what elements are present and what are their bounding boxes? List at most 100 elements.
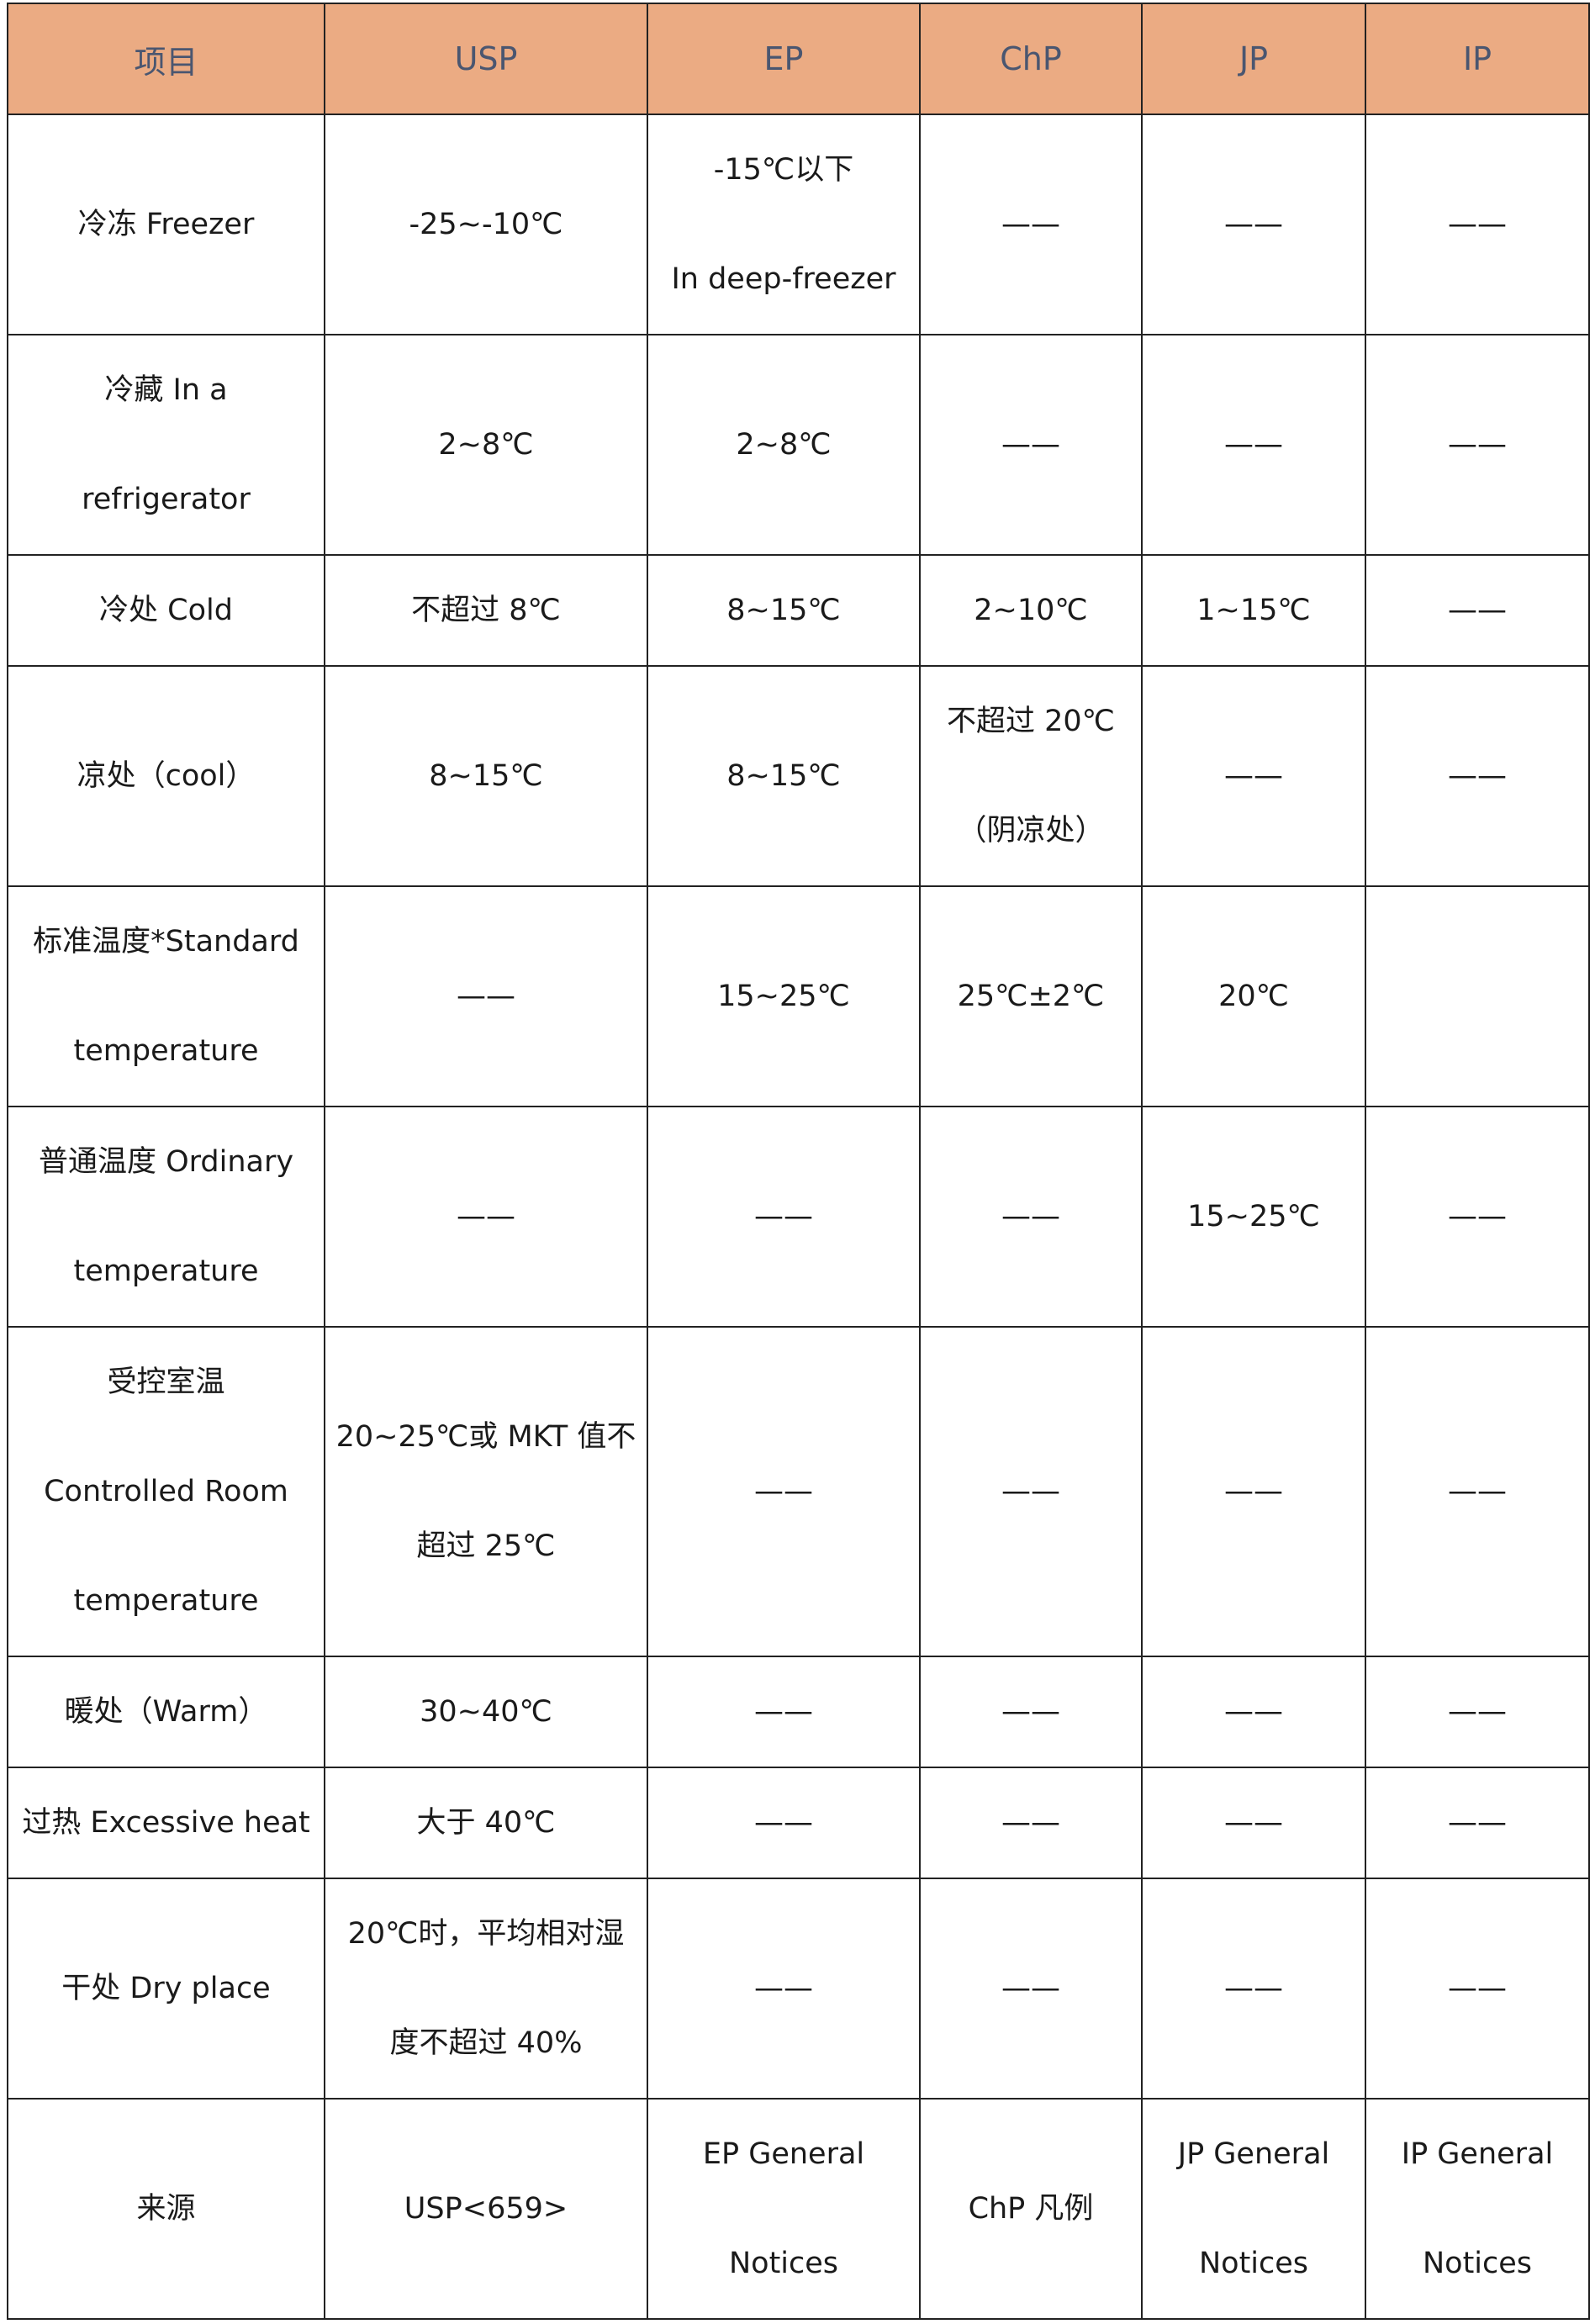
value-cell-ep: EP General Notices <box>647 2098 921 2320</box>
cell-text-line: 2~8℃ <box>736 428 832 462</box>
cell-text-line: —— <box>1224 428 1283 462</box>
cell-text-line: 标准温度*Standard <box>33 925 299 959</box>
value-cell-ip: —— <box>1365 665 1590 887</box>
value-cell-ip: —— <box>1365 1878 1590 2100</box>
value-cell-usp: 2~8℃ <box>324 334 648 556</box>
cell-text-line: 30~40℃ <box>420 1695 552 1729</box>
cell-text-line: 20~25℃或 MKT 值不 <box>335 1420 636 1454</box>
cell-text-line: USP<659> <box>404 2192 568 2226</box>
column-header-chp: ChP <box>919 3 1143 115</box>
value-cell-jp: —— <box>1141 1878 1366 2100</box>
cell-text-line: —— <box>754 1475 813 1508</box>
cell-text-line: temperature <box>73 1254 259 1288</box>
cell-text-line: 冷藏 In a <box>104 373 228 407</box>
cell-text-line: 2~10℃ <box>974 594 1088 627</box>
cell-text-line: —— <box>1448 1200 1507 1233</box>
row-label-cell: 冷藏 In a refrigerator <box>7 334 325 556</box>
value-cell-ip: IP General Notices <box>1365 2098 1590 2320</box>
value-cell-ip: —— <box>1365 114 1590 335</box>
value-cell-chp: ChP 凡例 <box>919 2098 1143 2320</box>
value-cell-jp: —— <box>1141 114 1366 335</box>
table-row: 冷处 Cold 不超过 8℃ 8~15℃ 2~10℃ 1~15℃ —— <box>7 554 1590 667</box>
value-cell-ep: -15℃以下 In deep-freezer <box>647 114 921 335</box>
value-cell-chp: —— <box>919 1656 1143 1768</box>
row-label-cell: 标准温度*Standard temperature <box>7 885 325 1107</box>
cell-text-line: —— <box>1224 1972 1283 2005</box>
storage-temperature-table: 项目 USP EP ChP JP IP 冷冻 Freezer -25~-10℃ -15℃以下 I… <box>7 3 1590 2320</box>
value-cell-usp: —— <box>324 1106 648 1328</box>
cell-text-line: 冷处 Cold <box>99 594 233 627</box>
value-cell-jp: —— <box>1141 1767 1366 1879</box>
cell-text-line: 25℃±2℃ <box>957 980 1105 1013</box>
cell-text-line: 20℃时，平均相对湿 <box>347 1917 625 1951</box>
value-cell-jp: 1~15℃ <box>1141 554 1366 667</box>
cell-text-line: temperature <box>73 1584 259 1618</box>
cell-text-line: 干处 Dry place <box>61 1972 271 2005</box>
table-row: 过热 Excessive heat 大于 40℃ —— —— —— —— <box>7 1767 1590 1879</box>
cell-text-line: temperature <box>73 1034 259 1068</box>
table-row: 冷冻 Freezer -25~-10℃ -15℃以下 In deep-freezer —… <box>7 114 1590 335</box>
cell-text-line: 15~25℃ <box>717 980 850 1013</box>
value-cell-usp: 30~40℃ <box>324 1656 648 1768</box>
value-cell-ip <box>1365 885 1590 1107</box>
cell-text-line: —— <box>1448 1972 1507 2005</box>
value-cell-usp: -25~-10℃ <box>324 114 648 335</box>
value-cell-jp: —— <box>1141 1326 1366 1657</box>
table-row: 冷藏 In a refrigerator 2~8℃ 2~8℃ —— —— —— <box>7 334 1590 556</box>
cell-text-line: —— <box>1224 1475 1283 1508</box>
cell-text-line: 超过 25℃ <box>416 1529 556 1563</box>
cell-text-line: 受控室温 <box>107 1365 225 1399</box>
value-cell-jp: —— <box>1141 665 1366 887</box>
value-cell-usp: 大于 40℃ <box>324 1767 648 1879</box>
cell-text-line: —— <box>1224 1806 1283 1840</box>
value-cell-ep: 15~25℃ <box>647 885 921 1107</box>
row-label-cell: 凉处（cool） <box>7 665 325 887</box>
value-cell-chp: 不超过 20℃ （阴凉处） <box>919 665 1143 887</box>
cell-text-line: Notices <box>1198 2247 1309 2280</box>
value-cell-ep: 8~15℃ <box>647 554 921 667</box>
cell-text-line: JP General <box>1177 2137 1330 2171</box>
value-cell-usp: 不超过 8℃ <box>324 554 648 667</box>
cell-text-line: （阴凉处） <box>957 814 1105 848</box>
cell-text-line: 暖处（Warm） <box>64 1695 268 1729</box>
value-cell-usp: —— <box>324 885 648 1107</box>
cell-text-line: EP General <box>702 2137 865 2171</box>
value-cell-chp: —— <box>919 334 1143 556</box>
cell-text-line: —— <box>1001 428 1060 462</box>
value-cell-ip: —— <box>1365 1326 1590 1657</box>
cell-text-line: —— <box>754 1806 813 1840</box>
cell-text-line: —— <box>1001 1475 1060 1508</box>
cell-text-line: Notices <box>728 2247 839 2280</box>
column-header-jp: JP <box>1141 3 1366 115</box>
value-cell-ep: 2~8℃ <box>647 334 921 556</box>
value-cell-ep: —— <box>647 1326 921 1657</box>
cell-text-line: —— <box>1224 1695 1283 1729</box>
cell-text-line: —— <box>1001 208 1060 241</box>
row-label-cell: 暖处（Warm） <box>7 1656 325 1768</box>
cell-text-line: 20℃ <box>1218 980 1289 1013</box>
cell-text-line: 来源 <box>136 2192 196 2226</box>
value-cell-ep: —— <box>647 1656 921 1768</box>
column-header-usp: USP <box>324 3 648 115</box>
cell-text-line: —— <box>457 1200 515 1233</box>
cell-text-line: 不超过 20℃ <box>947 705 1115 738</box>
value-cell-ip: —— <box>1365 1656 1590 1768</box>
cell-text-line: 过热 Excessive heat <box>22 1806 310 1840</box>
cell-text-line: —— <box>1448 759 1507 793</box>
row-label-cell: 普通温度 Ordinary temperature <box>7 1106 325 1328</box>
value-cell-ep: —— <box>647 1767 921 1879</box>
value-cell-ep: 8~15℃ <box>647 665 921 887</box>
cell-text-line: IP General <box>1401 2137 1554 2171</box>
cell-text-line: Notices <box>1422 2247 1533 2280</box>
cell-text-line: 大于 40℃ <box>416 1806 556 1840</box>
value-cell-chp: —— <box>919 1878 1143 2100</box>
value-cell-ip: —— <box>1365 1106 1590 1328</box>
cell-text-line: -25~-10℃ <box>409 208 563 241</box>
cell-text-line: —— <box>754 1200 813 1233</box>
table-row: 干处 Dry place 20℃时，平均相对湿 度不超过 40% —— —— —— —— <box>7 1878 1590 2100</box>
value-cell-ip: —— <box>1365 334 1590 556</box>
value-cell-usp: USP<659> <box>324 2098 648 2320</box>
cell-text-line: —— <box>1001 1200 1060 1233</box>
table-row: 标准温度*Standard temperature —— 15~25℃ 25℃±2℃ 20… <box>7 885 1590 1107</box>
value-cell-usp: 20~25℃或 MKT 值不 超过 25℃ <box>324 1326 648 1657</box>
